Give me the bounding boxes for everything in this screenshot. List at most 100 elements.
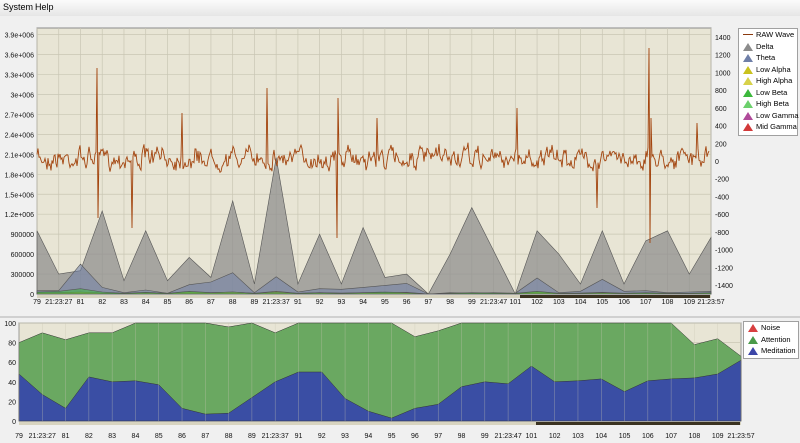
top-x-tick-label: 93	[337, 299, 345, 306]
triangle-swatch-icon	[743, 65, 753, 74]
top-x-tick-label: 81	[77, 299, 85, 306]
triangle-swatch-icon	[743, 100, 753, 108]
top-x-tick-label: 82	[98, 299, 106, 306]
legend-item-low-alpha: Low Alpha	[739, 64, 797, 76]
top-x-tick-label: 109	[683, 299, 695, 306]
right-tick-label: 0	[715, 159, 719, 166]
legend-label: Theta	[756, 53, 776, 62]
bottom-x-tick-label: 79	[15, 433, 23, 440]
legend-label: Meditation	[761, 346, 796, 355]
bottom-x-tick-label: 102	[549, 433, 561, 440]
triangle-swatch-icon	[743, 88, 753, 97]
bottom-x-tick-label: 108	[689, 433, 701, 440]
bottom-x-tick-label: 103	[572, 433, 584, 440]
area-low-beta	[36, 288, 712, 295]
top-x-tick-label: 85	[164, 299, 172, 306]
legend-label: Low Beta	[756, 87, 788, 97]
right-tick-label: -600	[715, 212, 729, 219]
top-x-tick-label: 105	[596, 299, 608, 306]
top-x-tick-label: 91	[294, 299, 302, 306]
raw-wave-line	[36, 47, 710, 244]
right-tick-label: 1000	[715, 70, 731, 77]
top-scroll-thumb[interactable]	[520, 295, 710, 298]
bottom-x-tick-label: 107	[665, 433, 677, 440]
legend-item-raw-wave: RAW Wave	[739, 29, 797, 41]
top-x-tick-label: 98	[446, 299, 454, 306]
bottom-x-tick-label: 105	[619, 433, 631, 440]
bottom-x-tick-label: 82	[85, 433, 93, 440]
legend-label: Delta	[756, 41, 774, 51]
right-tick-label: -1200	[715, 265, 733, 272]
bottom-x-tick-label: 83	[108, 433, 116, 440]
triangle-swatch-icon	[748, 324, 758, 332]
right-tick-label: 1400	[715, 35, 731, 42]
top-x-tick-label: 92	[316, 299, 324, 306]
top-x-tick-label: 104	[575, 299, 587, 306]
legend-item-mid-gamma: Mid Gamma	[739, 121, 797, 133]
top-x-tick-label: 94	[359, 299, 367, 306]
left-tick-label: 1.2e+006	[5, 212, 34, 219]
bottom-x-tick-label: 21:23:27	[29, 433, 56, 440]
menu-system[interactable]: System	[3, 2, 34, 12]
top-x-tick-label: 88	[229, 299, 237, 306]
top-scroll-track[interactable]	[37, 295, 711, 298]
top-x-tick-label: 108	[662, 299, 674, 306]
legend-label: Attention	[761, 334, 791, 344]
bottom-x-tick-label: 97	[434, 433, 442, 440]
top-x-tick-label: 87	[207, 299, 215, 306]
right-tick-label: 1200	[715, 53, 731, 60]
triangle-swatch-icon	[743, 111, 753, 120]
top-x-tick-label: 95	[381, 299, 389, 306]
legend-item-low-gamma: Low Gamma	[739, 110, 799, 122]
bottom-x-tick-label: 98	[458, 433, 466, 440]
bottom-scroll-track[interactable]	[19, 422, 741, 425]
left-tick-label: 0	[30, 292, 34, 299]
left-tick-label: 300000	[11, 272, 34, 279]
top-x-tick-label: 96	[403, 299, 411, 306]
bottom-x-tick-label: 86	[178, 433, 186, 440]
area-theta	[36, 263, 712, 295]
eeg-legend: RAW Wave Delta Theta Low Alpha High Alpha Low…	[738, 28, 799, 136]
left-tick-label: 1.8e+006	[5, 172, 34, 179]
menu-bar: System Help	[0, 0, 800, 17]
legend-label: RAW Wave	[756, 30, 795, 39]
left-tick-label: 3.3e+006	[5, 73, 34, 80]
right-tick-label: 400	[715, 124, 727, 131]
bottom-x-tick-label: 95	[388, 433, 396, 440]
legend-item-delta: Delta	[739, 41, 797, 53]
left-tick-label: 600000	[11, 252, 34, 259]
bottom-x-tick-label: 92	[318, 433, 326, 440]
bottom-y-tick-label: 100	[4, 321, 16, 328]
eeg-band-chart: 3.9e+006 3.6e+006 3.3e+006 3e+006 2.7e+006 2.…	[0, 16, 800, 313]
right-tick-label: -1000	[715, 248, 733, 255]
right-tick-label: 200	[715, 141, 727, 148]
bottom-y-tick-label: 80	[8, 341, 16, 348]
top-x-tick-label: 97	[424, 299, 432, 306]
bottom-x-tick-label: 85	[155, 433, 163, 440]
top-x-tick-label: 21:23:57	[697, 299, 724, 306]
legend-label: Mid Gamma	[756, 122, 797, 131]
top-x-tick-label: 107	[640, 299, 652, 306]
bottom-x-tick-label: 104	[595, 433, 607, 440]
right-tick-label: -200	[715, 177, 729, 184]
bottom-x-tick-label: 96	[411, 433, 419, 440]
bottom-x-tick-label: 101	[526, 433, 538, 440]
top-x-tick-label: 84	[142, 299, 150, 306]
bottom-x-tick-label: 21:23:37	[262, 433, 289, 440]
top-x-tick-label: 102	[531, 299, 543, 306]
menu-help[interactable]: Help	[35, 2, 54, 12]
legend-item-noise: Noise	[744, 322, 798, 334]
legend-item-theta: Theta	[739, 52, 797, 64]
esense-legend: Noise Attention Meditation	[743, 321, 799, 359]
bottom-x-tick-label: 94	[364, 433, 372, 440]
bottom-x-tick-label: 109	[712, 433, 724, 440]
bottom-scroll-thumb[interactable]	[536, 422, 740, 425]
right-tick-label: 600	[715, 106, 727, 113]
legend-label: Low Alpha	[756, 64, 791, 74]
bottom-x-tick-label: 81	[62, 433, 70, 440]
top-x-tick-label: 79	[33, 299, 41, 306]
legend-item-attention: Attention	[744, 334, 798, 346]
right-tick-label: -1400	[715, 283, 733, 290]
right-tick-label: -800	[715, 230, 729, 237]
legend-label: High Beta	[756, 99, 789, 108]
